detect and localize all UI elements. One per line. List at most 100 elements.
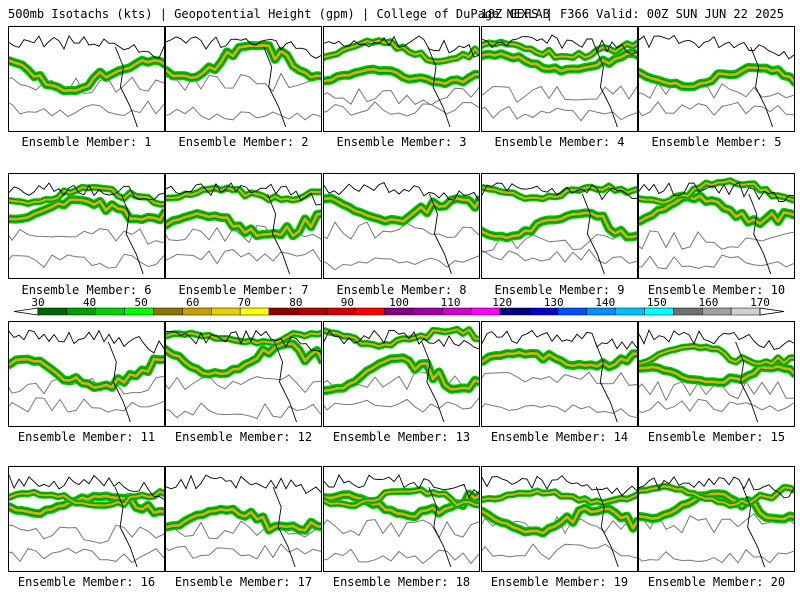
panel-map <box>166 474 321 568</box>
coastline <box>166 329 321 353</box>
height-contour <box>166 520 321 540</box>
colorbar-swatch <box>470 307 501 316</box>
ensemble-member-label: Ensemble Member: 14 <box>490 430 629 444</box>
jet-streak <box>9 186 164 206</box>
coastline <box>107 341 131 423</box>
colorbar-legend: 30 40 50 60 70 80 90 100 110 120 130 140 150 160 170 <box>13 296 785 316</box>
ensemble-member-label: Ensemble Member: 6 <box>21 283 152 297</box>
coastline <box>9 474 164 500</box>
coastline <box>482 34 637 55</box>
ensemble-panel <box>323 173 480 279</box>
coastline <box>639 181 794 203</box>
jet-streak <box>324 356 479 393</box>
height-contour <box>324 548 479 565</box>
jet-streak <box>639 492 794 521</box>
coastline <box>114 486 138 568</box>
jet-streak <box>482 489 637 504</box>
ensemble-member-label: Ensemble Member: 16 <box>17 575 156 589</box>
ensemble-panel <box>323 466 480 572</box>
coastline <box>482 329 637 350</box>
ensemble-member-label: Ensemble Member: 13 <box>332 430 471 444</box>
ensemble-member-label: Ensemble Member: 18 <box>332 575 471 589</box>
coastline <box>750 46 774 128</box>
ensemble-panel <box>481 26 638 132</box>
colorbar-left-arrow <box>13 307 39 316</box>
colorbar-tick-label: 170 <box>750 296 770 309</box>
ensemble-panel <box>481 321 638 427</box>
jet-streak <box>9 198 164 222</box>
ensemble-panel <box>165 466 322 572</box>
colorbar-swatch <box>413 307 443 316</box>
colorbar-tick-label: 110 <box>441 296 461 309</box>
ensemble-member-label: Ensemble Member: 11 <box>17 430 156 444</box>
ensemble-panel <box>8 173 165 279</box>
panel-map <box>639 34 794 128</box>
ensemble-member-label: Ensemble Member: 1 <box>21 135 152 149</box>
colorbar-swatch <box>66 307 97 316</box>
coastline <box>742 486 766 568</box>
ensemble-panel <box>165 173 322 279</box>
colorbar-tick-label: 60 <box>186 296 199 309</box>
coastline <box>166 474 321 495</box>
coastline <box>324 182 479 202</box>
ensemble-panel <box>638 26 795 132</box>
colorbar-swatch <box>499 307 530 316</box>
colorbar-swatch <box>124 307 154 316</box>
jet-streak <box>482 51 637 73</box>
height-contour <box>9 253 164 269</box>
coastline <box>274 341 297 423</box>
jet-streak <box>9 494 164 516</box>
height-contour <box>639 254 794 270</box>
jet-streak <box>324 328 479 348</box>
jet-streak <box>324 39 479 63</box>
height-contour <box>166 72 321 93</box>
jet-streak <box>166 186 321 202</box>
coastline <box>639 328 794 351</box>
ensemble-member-label: Ensemble Member: 20 <box>647 575 786 589</box>
colorbar-tick-label: 140 <box>595 296 615 309</box>
ensemble-panel <box>638 321 795 427</box>
coastline <box>324 35 479 58</box>
height-contour <box>166 248 321 265</box>
ensemble-member-label: Ensemble Member: 5 <box>651 135 782 149</box>
panel-map <box>324 35 479 128</box>
coastline <box>324 329 479 350</box>
height-contour <box>482 85 637 104</box>
colorbar-swatch <box>239 307 270 316</box>
coastline <box>166 36 321 59</box>
height-contour <box>639 549 794 564</box>
colorbar-swatch <box>528 307 559 316</box>
colorbar-swatch <box>615 307 645 316</box>
height-contour <box>639 230 794 250</box>
colorbar-swatch <box>182 307 212 316</box>
coastline <box>482 475 637 497</box>
coastline <box>482 182 637 201</box>
coastline <box>9 182 164 201</box>
ensemble-member-label: Ensemble Member: 10 <box>647 283 786 297</box>
panel-map <box>324 182 479 275</box>
ensemble-member-label: Ensemble Member: 19 <box>490 575 629 589</box>
colorbar-tick-label: 70 <box>238 296 251 309</box>
coastline <box>120 193 144 275</box>
ensemble-panel <box>8 321 165 427</box>
colorbar-swatch <box>95 307 125 316</box>
height-contour <box>324 221 479 240</box>
ensemble-panel <box>165 26 322 132</box>
ensemble-member-label: Ensemble Member: 15 <box>647 430 786 444</box>
jet-streak <box>324 326 479 349</box>
ensemble-member-label: Ensemble Member: 17 <box>174 575 313 589</box>
height-contour <box>9 76 164 95</box>
colorbar-swatch <box>701 307 732 316</box>
colorbar-swatch <box>673 307 703 316</box>
height-contour <box>639 398 794 414</box>
height-contour <box>324 519 479 539</box>
ensemble-member-label: Ensemble Member: 12 <box>174 430 313 444</box>
jet-streak <box>482 211 637 240</box>
height-contour <box>639 80 794 100</box>
colorbar-tick-label: 30 <box>31 296 44 309</box>
ensemble-panel <box>481 466 638 572</box>
coastline <box>735 341 759 423</box>
jet-streak <box>166 212 321 238</box>
jet-streak <box>166 342 321 376</box>
ensemble-panel <box>638 466 795 572</box>
